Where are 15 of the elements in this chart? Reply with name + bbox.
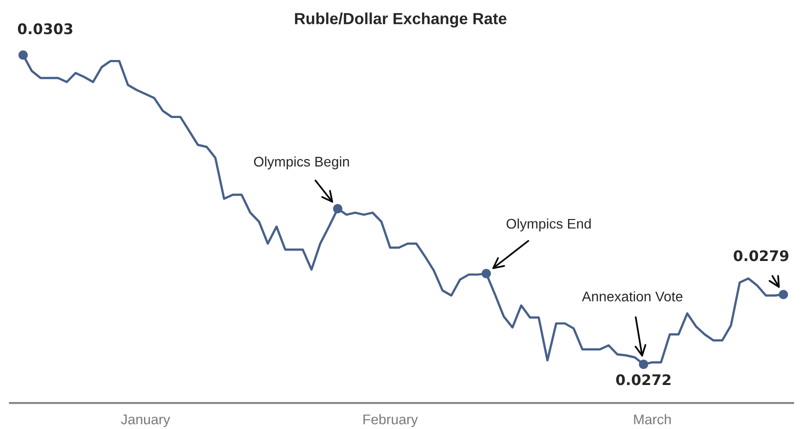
annotation: Olympics End (506, 218, 591, 232)
annotation: Annexation Vote (582, 291, 682, 302)
annotation: Olympics Begin (254, 156, 349, 170)
point (18, 50, 28, 60)
point (333, 204, 342, 214)
point (482, 268, 491, 278)
x-tick-label: January (120, 414, 170, 428)
point (778, 290, 788, 300)
data-label: 0.0303 (18, 23, 72, 34)
x-tick-label: March (634, 414, 671, 424)
data-label: 0.0272 (616, 374, 670, 386)
x-tick-label: February (363, 414, 418, 428)
data-label: 0.0279 (734, 250, 788, 262)
chart-title: Ruble/Dollar Exchange Rate (295, 12, 506, 28)
point (638, 360, 648, 369)
